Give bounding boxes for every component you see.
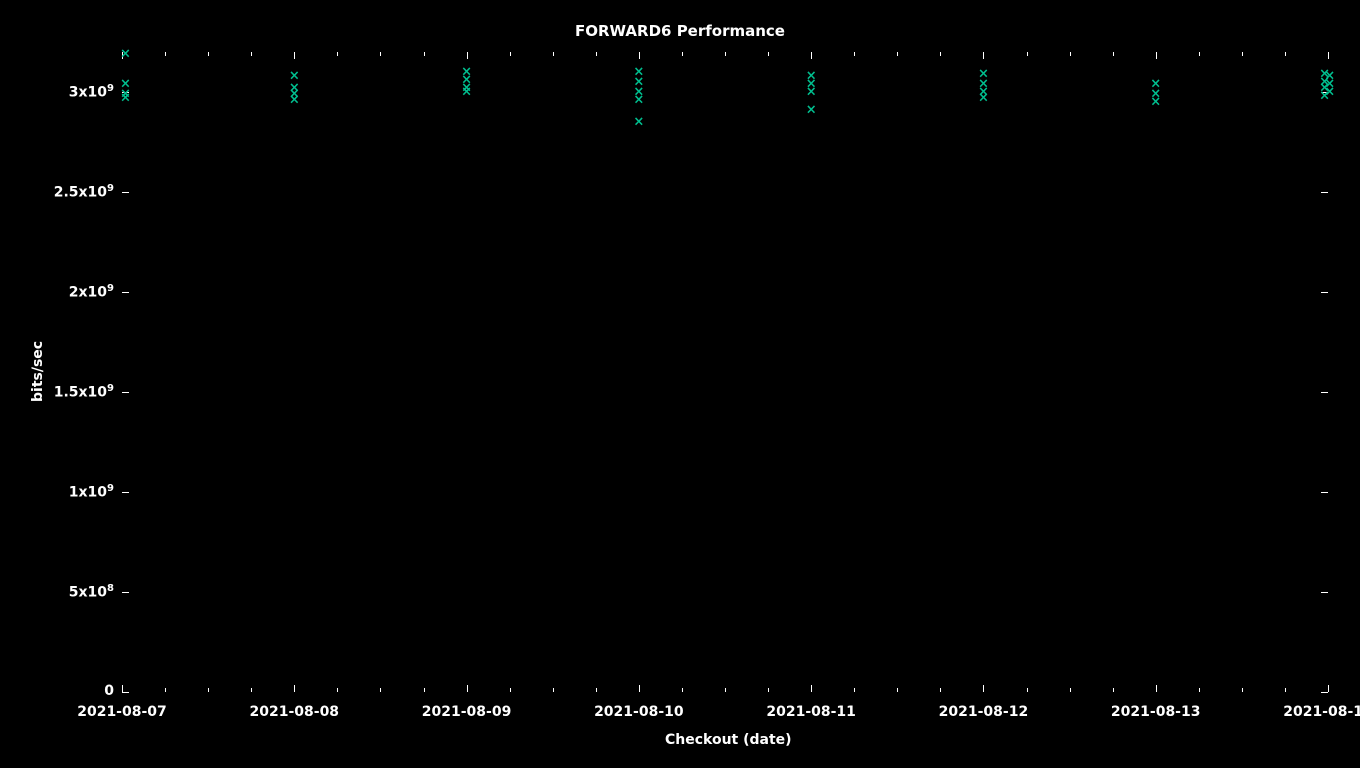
x-tick-label: 2021-08-07 [77,704,167,720]
x-tick [467,685,468,692]
y-tick [122,192,129,193]
data-point: × [461,86,472,99]
data-point: × [120,92,131,105]
y-tick [1321,192,1328,193]
x-tick [983,52,984,59]
data-point: × [978,92,989,105]
x-minor-tick [1027,52,1028,56]
x-minor-tick [897,52,898,56]
x-minor-tick [337,688,338,692]
x-minor-tick [854,52,855,56]
x-minor-tick [596,52,597,56]
x-minor-tick [1242,688,1243,692]
x-minor-tick [1113,688,1114,692]
chart-title: FORWARD6 Performance [0,22,1360,40]
data-point: × [806,86,817,99]
x-tick-label: 2021-08-12 [939,704,1029,720]
x-minor-tick [897,688,898,692]
performance-chart: FORWARD6 Performance Checkout (date) bit… [0,0,1360,768]
x-minor-tick [165,52,166,56]
x-tick-label: 2021-08-08 [250,704,340,720]
y-tick-label: 5x108 [69,583,114,601]
y-tick [1321,692,1328,693]
x-minor-tick [725,52,726,56]
x-minor-tick [208,688,209,692]
x-tick [1328,52,1329,59]
x-tick-label: 2021-08-14 [1283,704,1360,720]
x-minor-tick [1199,688,1200,692]
x-minor-tick [510,688,511,692]
y-tick-label: 0 [104,683,114,699]
x-tick [1156,52,1157,59]
x-tick [1328,685,1329,692]
y-tick-label: 3x109 [69,83,114,101]
x-axis-label: Checkout (date) [665,732,792,748]
data-point: × [289,94,300,107]
x-tick-label: 2021-08-10 [594,704,684,720]
x-minor-tick [725,688,726,692]
y-tick-label: 2.5x109 [54,183,114,201]
y-axis-label: bits/sec [30,341,46,402]
y-tick [122,592,129,593]
x-tick [294,685,295,692]
x-minor-tick [380,52,381,56]
x-tick [1156,685,1157,692]
data-point: × [120,48,131,61]
x-minor-tick [251,52,252,56]
x-minor-tick [1285,52,1286,56]
x-minor-tick [768,52,769,56]
x-minor-tick [1070,52,1071,56]
y-tick [1321,292,1328,293]
x-tick [811,685,812,692]
data-point: × [1150,96,1161,109]
x-minor-tick [768,688,769,692]
x-minor-tick [940,52,941,56]
x-tick [811,52,812,59]
y-tick [1321,392,1328,393]
x-tick [294,52,295,59]
x-tick-label: 2021-08-11 [766,704,856,720]
x-tick [983,685,984,692]
y-tick [1321,592,1328,593]
x-minor-tick [1113,52,1114,56]
x-minor-tick [553,688,554,692]
x-minor-tick [251,688,252,692]
x-minor-tick [1027,688,1028,692]
y-tick [122,492,129,493]
x-tick-label: 2021-08-09 [422,704,512,720]
x-tick-label: 2021-08-13 [1111,704,1201,720]
x-tick [467,52,468,59]
x-tick [122,685,123,692]
x-minor-tick [553,52,554,56]
y-tick [1321,492,1328,493]
x-minor-tick [208,52,209,56]
x-minor-tick [337,52,338,56]
y-tick-label: 1x109 [69,483,114,501]
x-minor-tick [424,52,425,56]
data-point: × [806,104,817,117]
x-minor-tick [682,688,683,692]
x-tick [639,685,640,692]
x-tick [639,52,640,59]
x-minor-tick [165,688,166,692]
x-minor-tick [510,52,511,56]
y-tick [122,392,129,393]
y-tick-label: 2x109 [69,283,114,301]
data-point: × [633,116,644,129]
x-minor-tick [1070,688,1071,692]
x-minor-tick [854,688,855,692]
x-minor-tick [424,688,425,692]
x-minor-tick [1242,52,1243,56]
x-minor-tick [380,688,381,692]
y-tick [122,292,129,293]
x-minor-tick [596,688,597,692]
x-minor-tick [1285,688,1286,692]
data-point: × [1324,86,1335,99]
y-tick [122,692,129,693]
data-point: × [633,94,644,107]
x-minor-tick [1199,52,1200,56]
y-tick-label: 1.5x109 [54,383,114,401]
x-minor-tick [682,52,683,56]
x-minor-tick [940,688,941,692]
